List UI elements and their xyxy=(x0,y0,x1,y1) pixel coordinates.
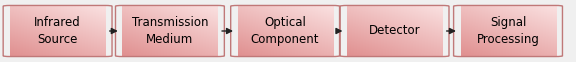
FancyBboxPatch shape xyxy=(453,5,562,57)
Text: Signal
Processing: Signal Processing xyxy=(476,16,540,46)
FancyBboxPatch shape xyxy=(3,5,112,57)
Text: Infrared
Source: Infrared Source xyxy=(34,16,81,46)
Text: Detector: Detector xyxy=(369,24,420,38)
FancyBboxPatch shape xyxy=(230,5,339,57)
Text: Transmission
Medium: Transmission Medium xyxy=(132,16,208,46)
FancyBboxPatch shape xyxy=(115,5,224,57)
Text: Optical
Component: Optical Component xyxy=(251,16,319,46)
FancyBboxPatch shape xyxy=(340,5,449,57)
